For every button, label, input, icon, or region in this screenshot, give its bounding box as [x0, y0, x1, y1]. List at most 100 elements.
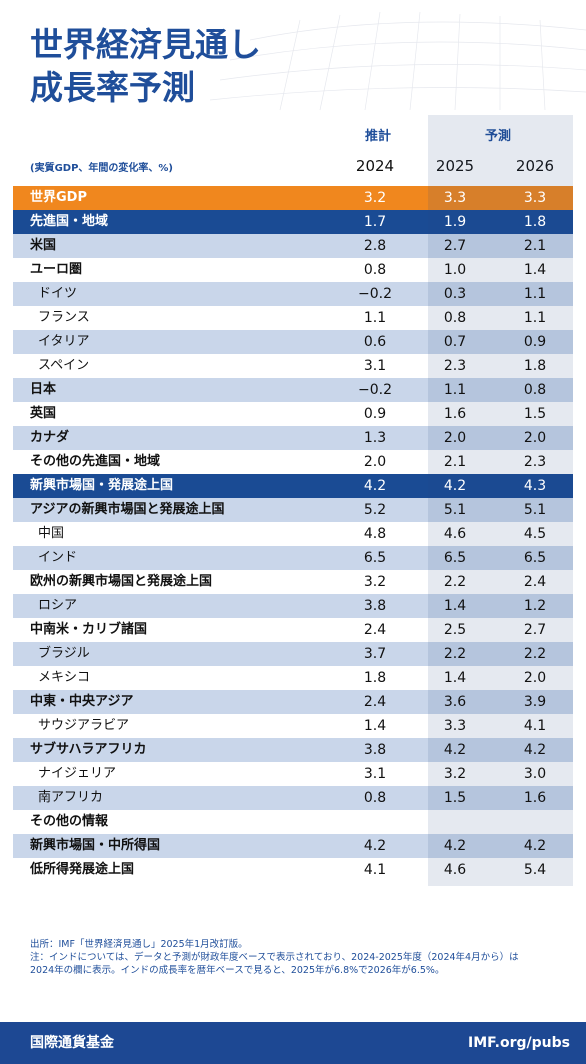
cell-value: 3.7 [363, 646, 387, 662]
cell-value: 1.4 [443, 598, 467, 614]
cell-value: 2.4 [363, 694, 387, 710]
cell-value: 1.1 [443, 382, 467, 398]
cell-value: 0.6 [363, 334, 387, 350]
row-label: その他の情報 [30, 814, 109, 829]
cell-value: 3.2 [363, 574, 387, 590]
cell-value: 4.2 [443, 838, 467, 854]
note: 注：インドについては、データと予測が財政年度ベースで表示されており、2024-2… [30, 952, 519, 963]
cell-value: 4.2 [363, 478, 387, 494]
row-label: 低所得発展途上国 [30, 862, 135, 877]
cell-value: 1.6 [523, 790, 547, 806]
cell-value: 4.3 [523, 478, 547, 494]
cell-value: 2.3 [523, 454, 547, 470]
cell-value: 0.9 [523, 334, 547, 350]
table-row: 欧州の新興市場国と発展途上国 3.2 2.2 2.4 [13, 570, 573, 594]
row-label: サブサハラアフリカ [30, 742, 147, 757]
row-label: 中東・中央アジア [30, 694, 134, 709]
cell-value: 0.8 [363, 262, 387, 278]
cell-value: 3.2 [443, 766, 467, 782]
estimate-header: 推計 [364, 129, 391, 144]
table-row: ドイツ −0.2 0.3 1.1 [13, 282, 573, 306]
cell-value: 1.9 [443, 214, 467, 230]
cell-value: 1.8 [523, 214, 547, 230]
cell-value: 1.4 [443, 670, 467, 686]
cell-value: 1.2 [523, 598, 547, 614]
table-row: 新興市場国・中所得国 4.2 4.2 4.2 [13, 834, 573, 858]
cell-value: 0.7 [443, 334, 467, 350]
row-label: 欧州の新興市場国と発展途上国 [30, 574, 213, 589]
table-row: 新興市場国・発展途上国 4.2 4.2 4.3 [13, 474, 573, 498]
year-header: 2025 [435, 157, 475, 175]
row-label: 世界GDP [30, 190, 87, 205]
row-label: フランス [38, 310, 90, 325]
footer-bar [0, 1022, 586, 1064]
footer-url[interactable]: IMF.org/pubs [468, 1035, 570, 1051]
cell-value: 1.7 [363, 214, 387, 230]
cell-value: 4.2 [443, 742, 467, 758]
row-label: スペイン [38, 358, 90, 373]
cell-value: 3.3 [443, 718, 467, 734]
table-row: サブサハラアフリカ 3.8 4.2 4.2 [13, 738, 573, 762]
table-row: 南アフリカ 0.8 1.5 1.6 [13, 786, 573, 810]
cell-value: 3.6 [443, 694, 467, 710]
cell-value: 4.2 [523, 742, 547, 758]
cell-value: 0.8 [443, 310, 467, 326]
cell-value: 1.6 [443, 406, 467, 422]
row-label: 日本 [30, 382, 57, 397]
row-label: イタリア [38, 334, 90, 349]
row-label: 中南米・カリブ諸国 [30, 622, 148, 637]
table-row: その他の情報 [13, 810, 573, 834]
row-label: 米国 [30, 238, 57, 253]
table-row: ブラジル 3.7 2.2 2.2 [13, 642, 573, 666]
table-row: 低所得発展途上国 4.1 4.6 5.4 [13, 858, 573, 882]
cell-value: 2.0 [443, 430, 467, 446]
table-row: 米国 2.8 2.7 2.1 [13, 234, 573, 258]
cell-value: 2.1 [443, 454, 467, 470]
cell-value: 0.8 [363, 790, 387, 806]
cell-value: 2.2 [443, 646, 467, 662]
cell-value: 1.5 [523, 406, 547, 422]
cell-value: −0.2 [358, 382, 392, 398]
cell-value: 2.0 [363, 454, 387, 470]
row-label: 英国 [30, 406, 57, 421]
table-row: イタリア 0.6 0.7 0.9 [13, 330, 573, 354]
cell-value: 5.4 [523, 862, 547, 878]
cell-value: 4.2 [443, 478, 467, 494]
cell-value: 2.7 [443, 238, 467, 254]
cell-value: 2.8 [363, 238, 387, 254]
cell-value: 2.0 [523, 430, 547, 446]
cell-value: 2.5 [443, 622, 467, 638]
row-label: 南アフリカ [38, 790, 104, 805]
cell-value: 1.8 [363, 670, 387, 686]
cell-value: 3.8 [363, 742, 387, 758]
table-row: 世界GDP 3.2 3.3 3.3 [13, 186, 573, 210]
cell-value: 3.1 [363, 358, 387, 374]
row-label: アジアの新興市場国と発展途上国 [30, 502, 225, 517]
cell-value: 1.8 [523, 358, 547, 374]
cell-value: 1.4 [523, 262, 547, 278]
footer-org: 国際通貨基金 [30, 1035, 114, 1051]
note: 2024年の欄に表示。インドの成長率を暦年ベースで見ると、2025年が6.8%で… [30, 965, 445, 976]
table-row: 英国 0.9 1.6 1.5 [13, 402, 573, 426]
cell-value: 1.0 [443, 262, 467, 278]
cell-value: 1.4 [363, 718, 387, 734]
cell-value: 2.2 [443, 574, 467, 590]
row-label: 新興市場国・中所得国 [30, 838, 161, 853]
year-header: 2024 [355, 157, 395, 175]
table-row: インド 6.5 6.5 6.5 [13, 546, 573, 570]
cell-value: 6.5 [443, 550, 467, 566]
cell-value: 0.9 [363, 406, 387, 422]
table-row: フランス 1.1 0.8 1.1 [13, 306, 573, 330]
cell-value: 6.5 [363, 550, 387, 566]
cell-value: 3.9 [523, 694, 547, 710]
cell-value: 2.7 [523, 622, 547, 638]
row-label: ナイジェリア [38, 766, 117, 781]
row-label: ドイツ [38, 286, 78, 301]
cell-value: 4.2 [523, 838, 547, 854]
table-row: 先進国・地域 1.7 1.9 1.8 [13, 210, 573, 234]
cell-value: 2.3 [443, 358, 467, 374]
table-row: 日本 −0.2 1.1 0.8 [13, 378, 573, 402]
cell-value: 5.2 [363, 502, 387, 518]
cell-value: 1.1 [523, 310, 547, 326]
